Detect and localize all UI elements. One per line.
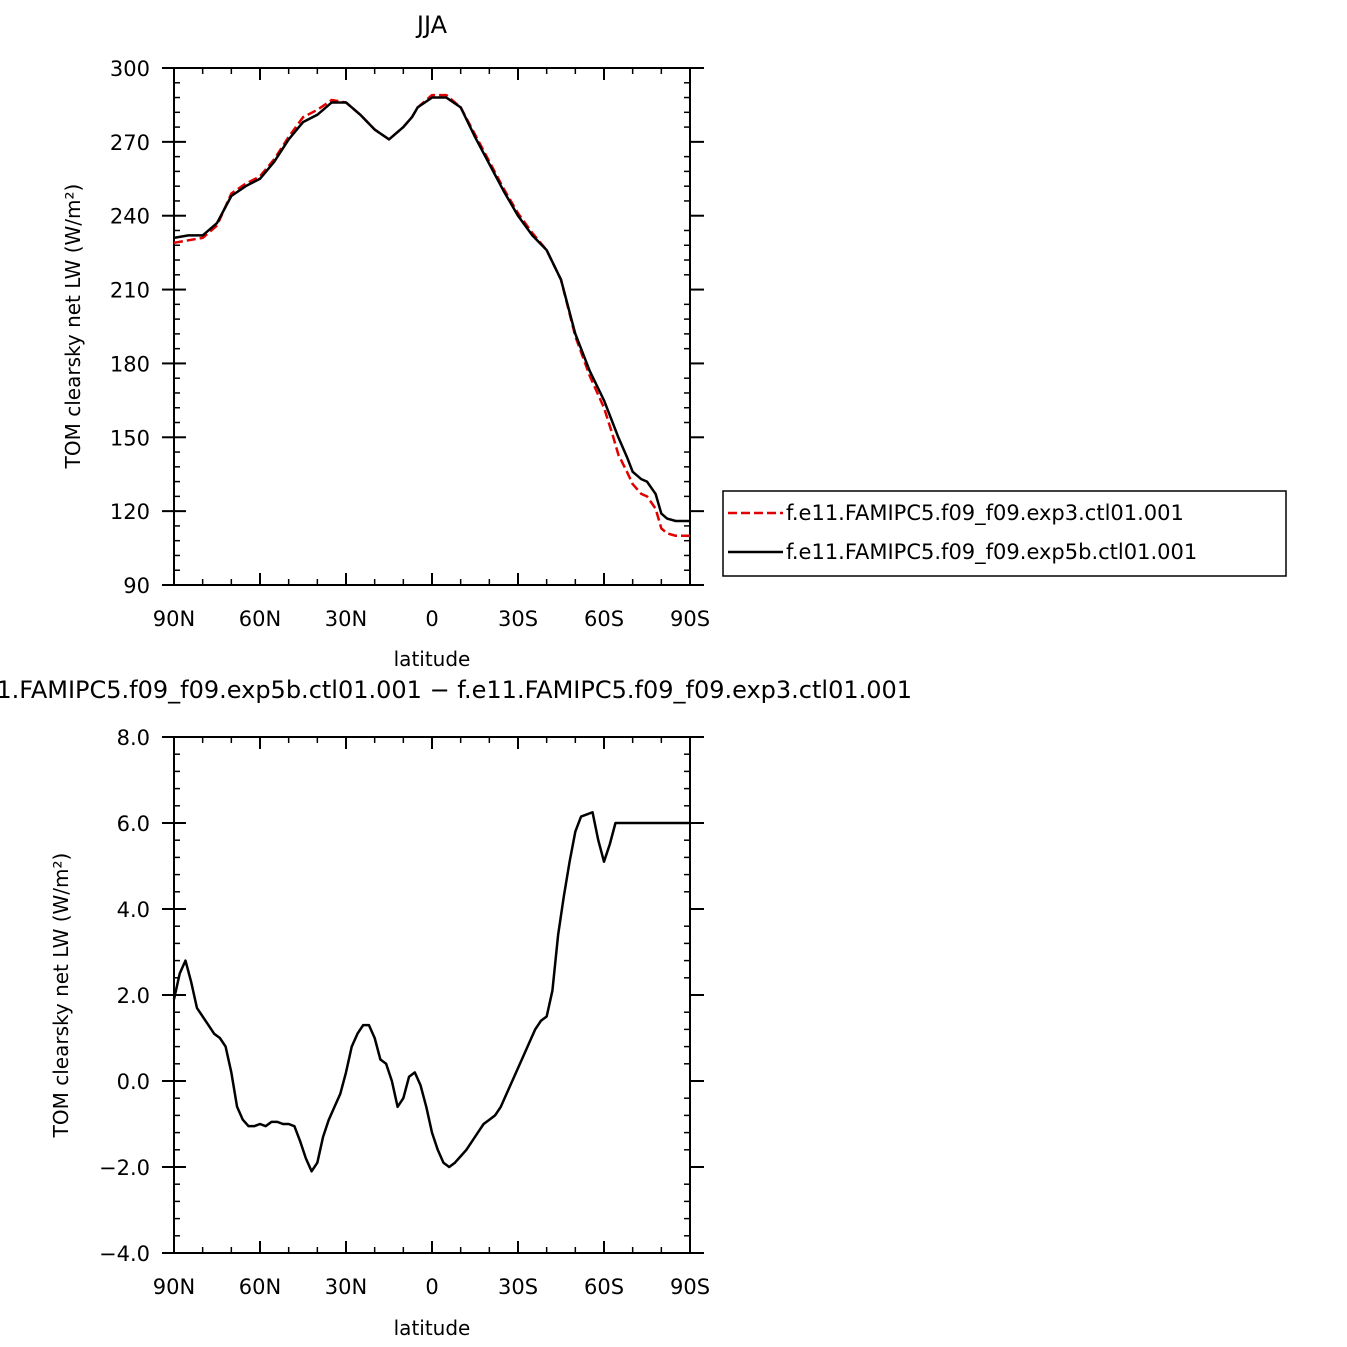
x-tick-label: 30S bbox=[498, 1275, 538, 1299]
y-tick-label: −4.0 bbox=[99, 1242, 150, 1266]
y-tick-label: 270 bbox=[110, 131, 150, 155]
x-tick-label: 0 bbox=[425, 607, 438, 631]
series-line-0 bbox=[173, 93, 690, 538]
bottom-panel: f.e11.FAMIPC5.f09_f09.exp5b.ctl01.001 − … bbox=[0, 676, 912, 1340]
x-tick-label: 90S bbox=[670, 1275, 710, 1299]
legend-label-exp3: f.e11.FAMIPC5.f09_f09.exp3.ctl01.001 bbox=[786, 501, 1184, 526]
series-line-1 bbox=[173, 96, 690, 523]
y-tick-label: 210 bbox=[110, 279, 150, 303]
legend-label-exp5b: f.e11.FAMIPC5.f09_f09.exp5b.ctl01.001 bbox=[786, 540, 1197, 565]
y-tick-label: 4.0 bbox=[117, 898, 150, 922]
top-series-group bbox=[173, 93, 690, 538]
x-tick-label: 60S bbox=[584, 1275, 624, 1299]
top-x-axis-label: latitude bbox=[394, 647, 471, 671]
x-tick-label: 60N bbox=[239, 607, 281, 631]
y-tick-label: 300 bbox=[110, 57, 150, 81]
x-tick-label: 30N bbox=[325, 1275, 367, 1299]
legend-box bbox=[722, 490, 1287, 577]
top-y-axis-label: TOM clearsky net LW (W/m²) bbox=[61, 184, 85, 470]
x-tick-label: 0 bbox=[425, 1275, 438, 1299]
x-tick-label: 30S bbox=[498, 607, 538, 631]
bottom-y-axis-label: TOM clearsky net LW (W/m²) bbox=[49, 853, 73, 1139]
y-tick-label: −2.0 bbox=[99, 1156, 150, 1180]
bottom-series-group bbox=[172, 811, 690, 1173]
bottom-ticks: 90N 60N 30N 0 30S 60S 90S −4.0 −2.0 0.0 2.0 4.0 6.0 8… bbox=[99, 726, 710, 1299]
x-tick-label: 60S bbox=[584, 607, 624, 631]
x-tick-label: 60N bbox=[239, 1275, 281, 1299]
top-ticks: 90N 60N 30N 0 30S 60S 90S 90 120 150 180 210 240 270 3… bbox=[110, 57, 710, 631]
y-tick-label: 240 bbox=[110, 205, 150, 229]
legend: f.e11.FAMIPC5.f09_f09.exp3.ctl01.001 f.e… bbox=[722, 490, 1287, 577]
y-tick-label: 2.0 bbox=[117, 984, 150, 1008]
bottom-x-axis-label: latitude bbox=[394, 1316, 471, 1340]
series-line-0 bbox=[172, 811, 690, 1173]
top-plot-frame bbox=[173, 67, 691, 586]
x-tick-label: 90S bbox=[670, 607, 710, 631]
y-tick-label: 0.0 bbox=[117, 1070, 150, 1094]
top-panel: JJA 90N 60N 30N 0 30S 60S 90S 90 120 150 180 210 240… bbox=[61, 11, 1287, 671]
x-tick-label: 30N bbox=[325, 607, 367, 631]
y-tick-label: 6.0 bbox=[117, 812, 150, 836]
y-tick-label: 150 bbox=[110, 426, 150, 450]
y-tick-label: 180 bbox=[110, 352, 150, 376]
top-chart-title: JJA bbox=[415, 11, 448, 39]
x-tick-label: 90N bbox=[153, 1275, 195, 1299]
y-tick-label: 90 bbox=[123, 574, 150, 598]
y-tick-label: 120 bbox=[110, 500, 150, 524]
x-tick-label: 90N bbox=[153, 607, 195, 631]
bottom-chart-title: f.e11.FAMIPC5.f09_f09.exp5b.ctl01.001 − … bbox=[0, 676, 912, 704]
bottom-plot-frame bbox=[173, 736, 691, 1254]
y-tick-label: 8.0 bbox=[117, 726, 150, 750]
